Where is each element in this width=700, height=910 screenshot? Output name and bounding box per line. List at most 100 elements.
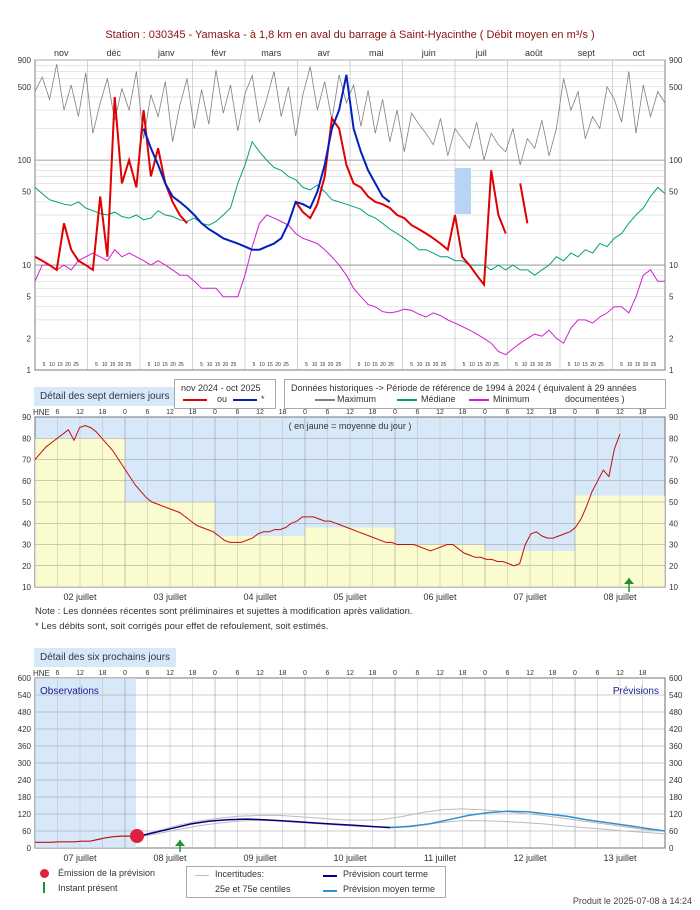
annual-month-label: oct: [633, 48, 646, 58]
six-day-hour-label: 6: [56, 670, 60, 677]
annual-series-line: [34, 96, 529, 288]
legend-centiles-label: 25e et 75e centiles: [215, 884, 291, 894]
produced-timestamp: Produit le 2025-07-08 à 14:24: [572, 896, 692, 906]
six-day-hour-labels: 6 12 18 0 6 12 18 0 6 12 18 0 6 12 18 0 6 12 18 0 6 12 18 0 6 12 1…: [56, 670, 647, 677]
six-day-series: [35, 808, 666, 843]
seven-day-y-tick-label: 10: [22, 583, 31, 592]
six-day-y-tick-label: 420: [669, 725, 683, 734]
previsions-label: Prévisions: [613, 686, 659, 697]
annual-day-tick-label: 10: [312, 362, 318, 368]
seven-day-hour-label: 6: [326, 409, 330, 416]
seven-day-tab[interactable]: Détail des sept derniers jours: [34, 387, 176, 406]
seven-day-y-tick-label: 80: [22, 434, 31, 443]
legend-median-line-icon: [397, 399, 417, 401]
annual-day-tick-label: 20: [538, 362, 544, 368]
seven-day-y-tick-label: 20: [22, 562, 31, 571]
seven-day-hour-label: 12: [436, 409, 444, 416]
seven-day-y-tick-labels-left: 10 20 30 40 50 60 70 80 90: [22, 413, 31, 592]
six-day-hour-label: 0: [573, 670, 577, 677]
six-day-hour-label: 6: [416, 670, 420, 677]
uncertainty-line-icon: [195, 875, 209, 876]
six-day-y-tick-label: 240: [18, 776, 32, 785]
legend-emission-label: Émission de la prévision: [58, 868, 156, 878]
legend-max-label: Maximum: [337, 394, 377, 404]
annual-day-tick-label: 10: [154, 362, 160, 368]
six-day-y-tick-label: 240: [669, 776, 683, 785]
seven-day-hne-label: HNE: [33, 408, 50, 417]
six-day-hour-label: 12: [76, 670, 84, 677]
six-day-y-tick-labels-right: 0 60 120 180 240 300 360 420 480 540 600: [669, 674, 683, 853]
annual-day-tick-label: 25: [493, 362, 499, 368]
six-day-hour-label: 6: [326, 670, 330, 677]
seven-day-hour-label: 6: [416, 409, 420, 416]
seven-day-day-labels: 02 juillet 03 juillet 04 juillet 05 juillet…: [63, 592, 637, 602]
six-day-hour-label: 0: [483, 670, 487, 677]
annual-day-tick-label: 20: [485, 362, 491, 368]
seven-day-y-tick-labels-right: 10 20 30 40 50 60 70 80 90: [669, 413, 678, 592]
six-day-day-labels: 07 juillet 08 juillet 09 juillet 10 juillet…: [63, 853, 637, 863]
annual-day-tick-label: 25: [73, 362, 79, 368]
six-day-tab[interactable]: Détail des six prochains jours: [34, 648, 177, 667]
annual-day-tick-label: 5: [200, 362, 203, 368]
annual-day-tick-label: 20: [223, 362, 229, 368]
annual-day-tick-label: 25: [231, 362, 237, 368]
six-day-day-label: 11 juillet: [424, 853, 457, 863]
seven-day-series-line: [34, 424, 621, 567]
six-day-hour-label: 6: [596, 670, 600, 677]
seven-day-hour-labels: 6 12 18 0 6 12 18 0 6 12 18 0 6 12 18 0 6 12 18 0 6 12 18 0 6 12 1…: [56, 409, 647, 416]
six-day-hour-label: 18: [279, 670, 287, 677]
annual-y-tick-label: 10: [22, 261, 31, 270]
legend-current-star: *: [261, 394, 265, 404]
medium-term-forecast-line: [389, 810, 666, 832]
seven-day-hour-label: 18: [369, 409, 377, 416]
seven-day-hour-label: 12: [256, 409, 264, 416]
annual-y-tick-label: 500: [669, 83, 683, 92]
annual-y-tick-label: 100: [18, 156, 32, 165]
annual-day-tick-label: 15: [425, 362, 431, 368]
six-day-y-tick-label: 600: [669, 674, 683, 683]
annual-day-tick-label: 5: [95, 362, 98, 368]
annual-month-label: juil: [475, 48, 487, 58]
annual-day-tick-label: 10: [469, 362, 475, 368]
legend-min-label: Minimum: [493, 394, 530, 404]
legend-uncertainties-label: Incertitudes:: [215, 869, 265, 879]
six-day-y-tick-label: 0: [669, 844, 674, 853]
seven-day-hour-label: 18: [549, 409, 557, 416]
six-day-y-tick-label: 180: [669, 793, 683, 802]
annual-y-tick-label: 5: [669, 293, 674, 302]
current-week-highlight: [455, 168, 471, 214]
seven-day-y-tick-label: 50: [669, 498, 678, 507]
present-arrow-icon-forecast: [175, 840, 185, 852]
six-day-hour-label: 18: [459, 670, 467, 677]
seven-day-series: [34, 424, 621, 567]
annual-month-label: mars: [261, 48, 281, 58]
legend-max-line-icon: [315, 399, 335, 401]
annual-month-label: avr: [317, 48, 330, 58]
seven-day-hour-label: 0: [123, 409, 127, 416]
seven-day-day-label: 08 juillet: [603, 592, 637, 602]
seven-day-title: ( en jaune = moyenne du jour ): [289, 421, 412, 431]
legend-present-label: Instant présent: [58, 883, 118, 893]
six-day-day-label: 08 juillet: [153, 853, 187, 863]
annual-y-tick-label: 1: [27, 366, 32, 375]
six-day-y-tick-label: 420: [18, 725, 32, 734]
annual-y-tick-label: 500: [18, 83, 32, 92]
centile-upper-line: [136, 808, 666, 837]
annual-day-tick-label: 25: [651, 362, 657, 368]
present-legend-icon: [43, 882, 45, 893]
six-day-y-tick-label: 60: [22, 827, 31, 836]
six-day-hour-label: 0: [213, 670, 217, 677]
annual-day-tick-label: 20: [380, 362, 386, 368]
six-day-hour-label: 12: [616, 670, 624, 677]
six-day-hour-label: 0: [393, 670, 397, 677]
annual-day-tick-label: 10: [417, 362, 423, 368]
annual-series-line: [34, 64, 666, 166]
six-day-y-tick-label: 0: [27, 844, 32, 853]
annual-day-tick-label: 25: [546, 362, 552, 368]
six-day-y-tick-label: 300: [669, 759, 683, 768]
annual-month-labels: nov déc janv févr mars avr mai juin juil août sept…: [54, 48, 645, 58]
six-day-hour-label: 12: [346, 670, 354, 677]
six-day-y-tick-label: 480: [669, 708, 683, 717]
medium-term-line-icon: [323, 890, 337, 892]
annual-day-tick-label: 25: [598, 362, 604, 368]
